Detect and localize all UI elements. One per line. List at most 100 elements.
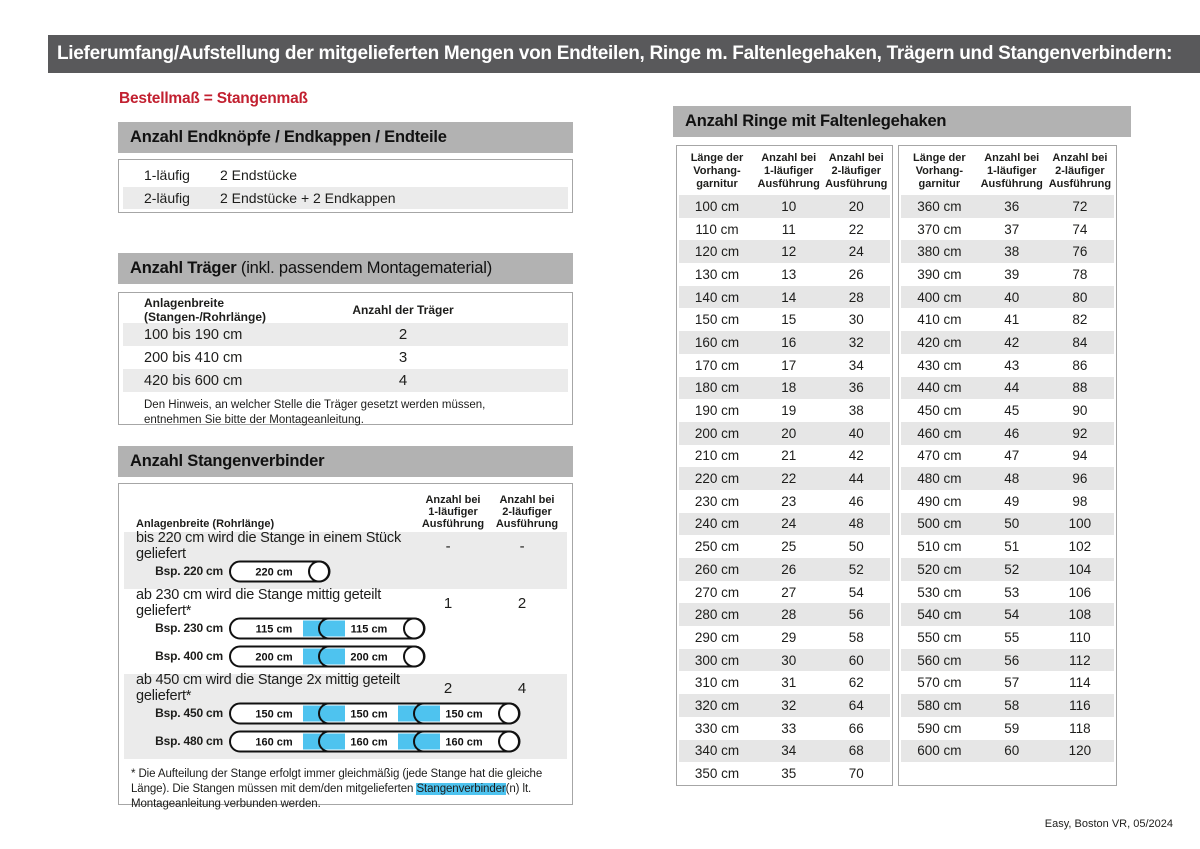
ringe-row: 180 cm 18 36 [679,376,890,400]
ringe-table-1: Länge der Vorhang- garnitur Anzahl bei 1-… [676,145,893,786]
laenge-cell: 300 cm [694,652,740,668]
laenge-cell: 280 cm [694,607,740,623]
anzahl-1-cell: 12 [781,244,797,260]
anzahl-2-cell: 54 [848,584,864,600]
anzahl-1-cell: 18 [781,380,797,396]
anzahl-1-col-header: Anzahl bei 1-läufiger Ausführung [980,152,1043,190]
ringe-row: 580 cm 58 116 [901,694,1114,717]
laenge-col-header: Länge der Vorhang- garnitur [913,152,966,190]
ringe-table-header: Länge der Vorhang- garnitur Anzahl bei 1-… [901,148,1114,195]
stangenverbinder-block: ab 230 cm wird die Stange mittig geteilt… [124,587,567,674]
title-bar: Lieferumfang/Aufstellung der mitgeliefer… [48,35,1200,73]
laenge-cell: 550 cm [917,629,962,645]
laenge-cell: 190 cm [694,403,740,419]
anzahl-2-cell: 22 [848,221,864,237]
anzahl-2-cell: 114 [1069,675,1091,691]
anzahl-2-cell: 106 [1068,584,1092,600]
rod-segment-length: 160 cm [255,736,293,748]
anzahl-2-cell: 96 [1072,471,1088,487]
ausfuehrung-label: 2-läufig [144,189,190,206]
laenge-cell: 210 cm [694,448,740,464]
anzahl-2-cell: 88 [1072,380,1088,396]
rod-example-label: Bsp. 480 cm [155,734,223,748]
rod-example-label: Bsp. 220 cm [155,564,223,578]
anzahl-2-cell: 74 [1072,221,1088,237]
anzahl-2-cell: 82 [1072,312,1088,328]
stangenverbinder-footnote: * Die Aufteilung der Stange erfolgt imme… [119,759,572,812]
anzahl-2-cell: 60 [848,652,864,668]
section-header-traeger-label: Anzahl Träger [130,259,237,277]
traeger-count: 4 [398,372,408,389]
section-header-traeger: Anzahl Träger (inkl. passendem Montagema… [118,253,573,284]
anzahl-1-cell: 57 [1004,675,1020,691]
ringe-row: 510 cm 51 102 [901,535,1114,558]
anzahl-2-cell: 110 [1069,629,1091,645]
anzahl-2-cell: 44 [848,471,864,487]
ringe-row: 590 cm 59 118 [901,717,1114,740]
ringe-row: 360 cm 36 72 [901,195,1114,218]
anzahl-2-cell: 116 [1069,697,1091,713]
laenge-cell: 330 cm [694,720,740,736]
ringe-row: 210 cm 21 42 [679,445,890,468]
rod-diagram: 200 cm 200 cm [229,645,426,667]
laenge-cell: 600 cm [917,743,962,759]
anzahl-2-cell: 32 [848,334,864,350]
anzahl-1-cell: 55 [1004,629,1020,645]
ringe-table-2: Länge der Vorhang- garnitur Anzahl bei 1-… [898,145,1117,786]
laenge-cell: 430 cm [917,357,962,373]
anzahl-1-cell: 11 [781,221,796,237]
rod-diagram: 160 cm 160 cm 160 cm [229,730,521,752]
rod-end-cap [403,645,425,667]
rod-segment-length: 115 cm [351,623,388,635]
rod-example-label: Bsp. 450 cm [155,706,223,720]
anzahl-2-cell: 28 [848,289,864,305]
subtitle-bestellmass: Bestellmaß = Stangenmaß [119,90,308,107]
stangenverbinder-col1-header: Anlagenbreite (Rohrlänge) [136,518,275,530]
document-footer: Easy, Boston VR, 05/2024 [1044,818,1173,830]
rod-segment-length: 150 cm [445,708,483,720]
anzahl-2-cell: 36 [848,380,864,396]
ringe-row: 160 cm 16 32 [679,331,890,354]
laenge-cell: 320 cm [694,697,740,713]
anzahl-2-cell: 58 [848,629,864,645]
ringe-row: 450 cm 45 90 [901,399,1114,422]
laenge-cell: 170 cm [694,357,740,373]
rod-example-row: Bsp. 450 cm 150 cm 150 cm 150 cm [124,699,559,727]
laenge-cell: 520 cm [917,561,962,577]
anzahl-1-cell: 59 [1004,720,1020,736]
anzahl-1-laeufig-value: 2 [443,679,453,697]
anzahl-1-cell: 38 [1004,244,1020,260]
ringe-row: 320 cm 32 64 [679,694,890,717]
block-description: bis 220 cm wird die Stange in einem Stüc… [136,530,402,562]
rod-end-cap [308,560,330,582]
anzahl-1-cell: 10 [781,198,797,214]
anzahl-2-cell: 68 [848,743,864,759]
ringe-row: 240 cm 24 48 [679,512,890,536]
ringe-row: 560 cm 56 112 [901,648,1114,672]
rod-joint-arc [318,702,330,724]
anzahl-2-laeufig-value: 2 [517,594,527,612]
ringe-row: 280 cm 28 56 [679,603,890,627]
anzahl-2-cell: 118 [1069,720,1091,736]
stangenverbinder-block: bis 220 cm wird die Stange in einem Stüc… [124,530,567,589]
footnote-highlight: Stangenverbinder [416,783,506,795]
block-text-row: ab 230 cm wird die Stange mittig geteilt… [124,587,559,619]
anzahl-2-cell: 80 [1072,289,1088,305]
rod-example-row: Bsp. 400 cm 200 cm 200 cm [124,642,559,670]
anzahl-1-cell: 45 [1004,403,1020,419]
laenge-cell: 530 cm [917,584,962,600]
page-title: Lieferumfang/Aufstellung der mitgeliefer… [57,43,1173,64]
traeger-row: 200 bis 410 cm 3 [123,346,568,369]
anzahl-2-cell: 34 [848,357,864,373]
traeger-col2-header: Anzahl der Träger [352,303,454,317]
stangenverbinder-connector [398,733,440,749]
anzahl-1-cell: 15 [781,312,797,328]
anzahl-1-cell: 58 [1004,697,1020,713]
rod-example-label: Bsp. 400 cm [155,649,223,663]
endteile-table: 1-läufig 2 Endstücke 2-läufig 2 Endstücke +… [118,159,573,213]
ringe-row: 410 cm 41 82 [901,308,1114,331]
laenge-cell: 440 cm [917,380,962,396]
ringe-row: 260 cm 26 52 [679,558,890,581]
anzahl-1-cell: 19 [781,403,797,419]
ringe-row: 330 cm 33 66 [679,717,890,740]
